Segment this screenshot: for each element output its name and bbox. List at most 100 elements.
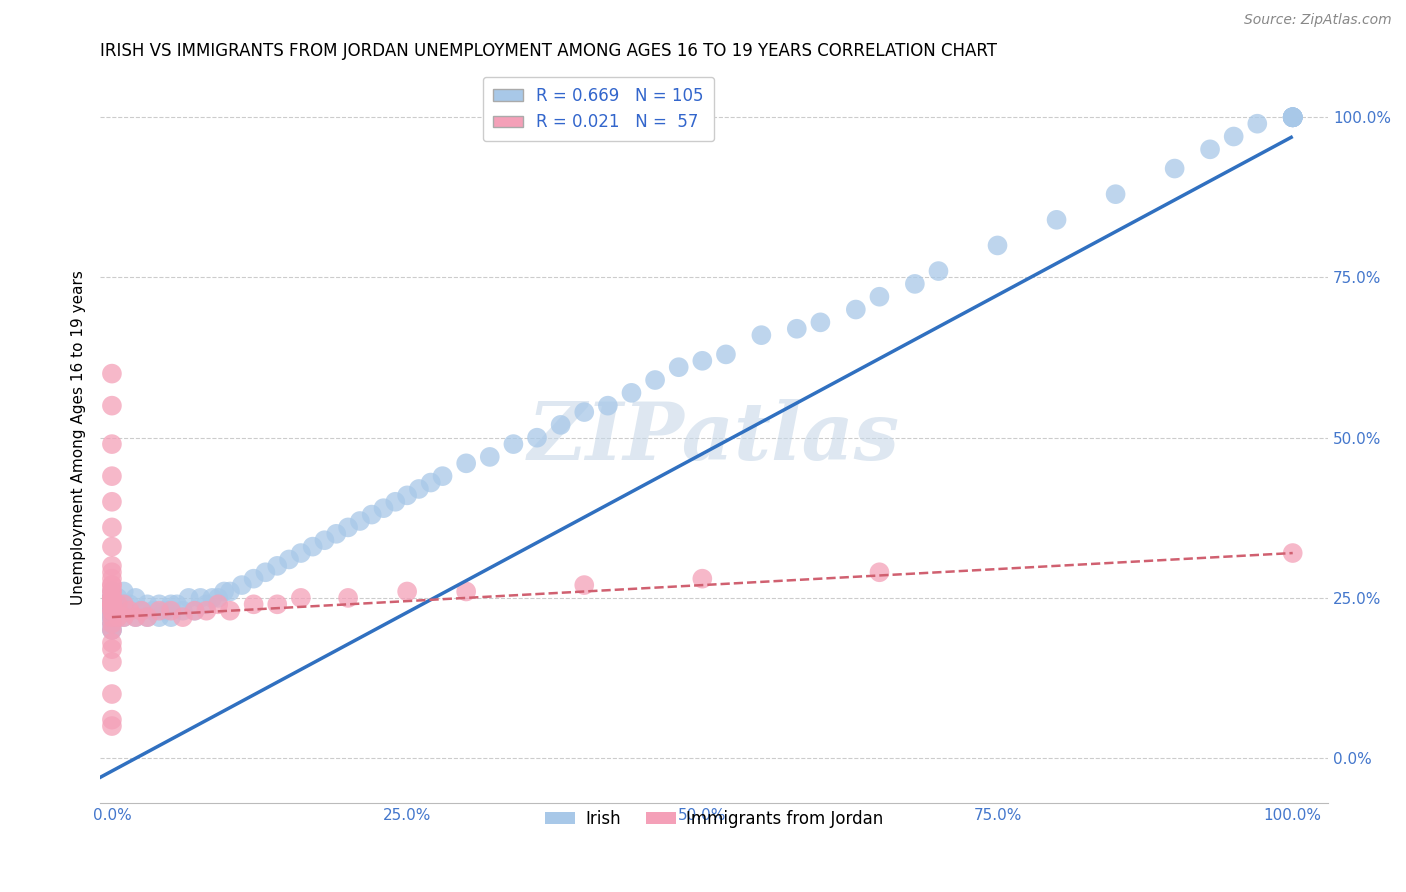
Immigrants from Jordan [290, 591, 312, 605]
Irish [101, 591, 124, 605]
Irish [986, 238, 1008, 252]
Immigrants from Jordan [456, 584, 478, 599]
Irish [101, 616, 124, 631]
Irish [101, 616, 124, 631]
Irish [373, 501, 395, 516]
Irish [1281, 110, 1303, 124]
Irish [124, 591, 146, 605]
Immigrants from Jordan [337, 591, 360, 605]
Immigrants from Jordan [107, 597, 129, 611]
Irish [810, 315, 832, 329]
Irish [456, 456, 478, 470]
Immigrants from Jordan [101, 591, 124, 605]
Irish [337, 520, 360, 534]
Irish [714, 347, 737, 361]
Irish [101, 604, 124, 618]
Irish [692, 353, 714, 368]
Irish [101, 591, 124, 605]
Irish [101, 604, 124, 618]
Irish [526, 431, 548, 445]
Immigrants from Jordan [118, 604, 141, 618]
Immigrants from Jordan [172, 610, 194, 624]
Irish [478, 450, 501, 464]
Irish [136, 597, 159, 611]
Irish [751, 328, 773, 343]
Irish [112, 610, 135, 624]
Immigrants from Jordan [101, 437, 124, 451]
Irish [101, 610, 124, 624]
Irish [1246, 117, 1268, 131]
Irish [1281, 110, 1303, 124]
Irish [231, 578, 253, 592]
Irish [160, 597, 183, 611]
Irish [219, 584, 242, 599]
Irish [266, 558, 288, 573]
Irish [136, 610, 159, 624]
Immigrants from Jordan [112, 597, 135, 611]
Irish [118, 597, 141, 611]
Immigrants from Jordan [101, 604, 124, 618]
Immigrants from Jordan [148, 604, 170, 618]
Immigrants from Jordan [101, 578, 124, 592]
Irish [107, 591, 129, 605]
Irish [207, 591, 229, 605]
Irish [502, 437, 524, 451]
Immigrants from Jordan [101, 610, 124, 624]
Immigrants from Jordan [266, 597, 288, 611]
Irish [1281, 110, 1303, 124]
Irish [183, 604, 205, 618]
Immigrants from Jordan [219, 604, 242, 618]
Immigrants from Jordan [101, 469, 124, 483]
Irish [868, 290, 890, 304]
Irish [1281, 110, 1303, 124]
Immigrants from Jordan [101, 578, 124, 592]
Irish [101, 584, 124, 599]
Irish [112, 584, 135, 599]
Immigrants from Jordan [195, 604, 218, 618]
Irish [845, 302, 868, 317]
Irish [148, 610, 170, 624]
Irish [160, 610, 183, 624]
Immigrants from Jordan [101, 399, 124, 413]
Irish [550, 417, 572, 432]
Irish [314, 533, 336, 548]
Irish [148, 597, 170, 611]
Immigrants from Jordan [101, 591, 124, 605]
Immigrants from Jordan [101, 719, 124, 733]
Irish [419, 475, 441, 490]
Irish [325, 526, 347, 541]
Immigrants from Jordan [101, 616, 124, 631]
Irish [201, 591, 224, 605]
Irish [101, 597, 124, 611]
Immigrants from Jordan [101, 558, 124, 573]
Irish [212, 584, 235, 599]
Irish [101, 610, 124, 624]
Irish [101, 604, 124, 618]
Irish [904, 277, 927, 291]
Immigrants from Jordan [101, 642, 124, 657]
Immigrants from Jordan [101, 597, 124, 611]
Irish [1281, 110, 1303, 124]
Immigrants from Jordan [101, 597, 124, 611]
Irish [142, 604, 165, 618]
Immigrants from Jordan [101, 623, 124, 637]
Irish [644, 373, 666, 387]
Irish [124, 610, 146, 624]
Irish [349, 514, 371, 528]
Irish [101, 597, 124, 611]
Irish [1281, 110, 1303, 124]
Immigrants from Jordan [101, 584, 124, 599]
Irish [396, 488, 419, 502]
Immigrants from Jordan [101, 604, 124, 618]
Irish [101, 591, 124, 605]
Immigrants from Jordan [124, 610, 146, 624]
Immigrants from Jordan [692, 572, 714, 586]
Immigrants from Jordan [101, 687, 124, 701]
Irish [190, 591, 212, 605]
Irish [166, 597, 188, 611]
Irish [101, 591, 124, 605]
Irish [301, 540, 323, 554]
Immigrants from Jordan [101, 367, 124, 381]
Irish [101, 623, 124, 637]
Immigrants from Jordan [136, 610, 159, 624]
